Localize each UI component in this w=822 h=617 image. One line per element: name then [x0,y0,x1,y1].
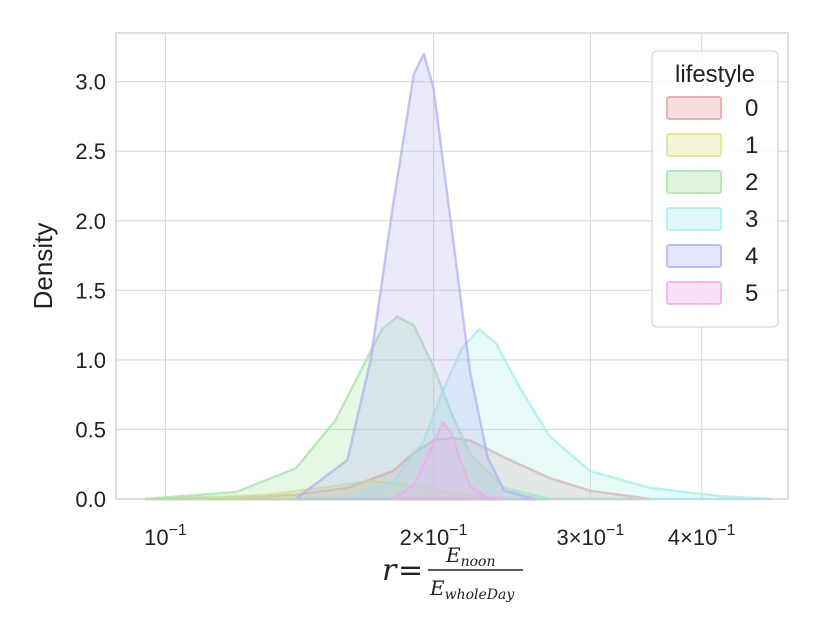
x-label-numerator: Enoon [445,543,496,570]
y-tick-label: 1.0 [75,348,106,373]
y-tick-label: 0.0 [75,487,106,512]
legend-swatch-3 [666,207,722,231]
legend-label-0: 0 [745,95,758,122]
x-tick-label: 4×10−1 [668,522,736,550]
legend-label-4: 4 [745,243,758,270]
density-series [144,52,774,501]
y-tick-label: 1.5 [75,278,106,303]
series-area-2 [144,315,551,501]
legend-label-3: 3 [745,206,758,233]
legend-swatch-0 [666,96,722,120]
y-tick-label: 2.5 [75,139,106,164]
legend-swatch-5 [666,281,722,305]
legend-label-1: 1 [745,132,758,159]
legend-swatch-1 [666,133,722,157]
legend-swatch-4 [666,244,722,268]
series-area-4 [294,52,537,501]
series-area-3 [346,328,774,501]
x-label-lhs: r [382,553,398,588]
plot-frame [115,32,789,500]
y-tick-label: 0.5 [75,417,106,442]
legend-entries: 0 1 2 3 4 5 [666,95,758,307]
x-label-equals: = [398,553,423,588]
y-tick-labels: 0.0 0.5 1.0 1.5 2.0 2.5 3.0 [75,70,106,512]
y-tick-label: 3.0 [75,70,106,95]
legend-label-5: 5 [745,280,758,307]
x-label-denominator: EwholeDay [429,576,515,603]
legend-swatch-2 [666,170,722,194]
x-tick-labels: 10−1 2×10−1 3×10−1 4×10−1 [144,522,736,550]
x-axis-label: r = Enoon EwholeDay [382,543,523,603]
x-tick-label: 10−1 [144,522,187,550]
x-tick-label: 2×10−1 [400,522,468,550]
legend: lifestyle 0 1 2 3 4 5 [651,50,779,328]
x-tick-label: 3×10−1 [556,522,624,550]
legend-label-2: 2 [745,169,758,196]
y-axis-label: Density [28,223,58,310]
legend-title: lifestyle [675,61,755,88]
y-tick-label: 2.0 [75,209,106,234]
series-area-5 [391,421,506,501]
